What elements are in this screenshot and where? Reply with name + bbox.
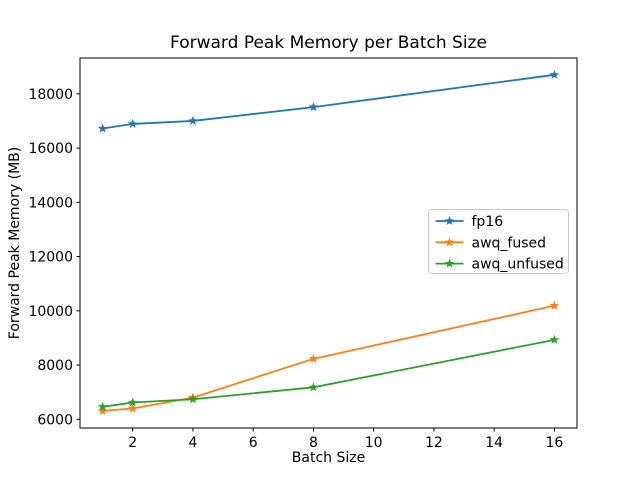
x-axis-label: Batch Size xyxy=(291,450,366,466)
data-point-marker-awq_fused xyxy=(308,353,319,363)
y-tick-label: 14000 xyxy=(28,195,73,211)
y-tick-label: 6000 xyxy=(37,412,73,428)
x-tick-label: 6 xyxy=(249,435,258,451)
y-tick-label: 10000 xyxy=(28,304,73,320)
legend-box xyxy=(428,209,569,274)
y-tick-label: 8000 xyxy=(37,358,73,374)
data-point-marker-fp16 xyxy=(308,102,319,112)
y-axis-label: Forward Peak Memory (MB) xyxy=(7,146,23,340)
series-line-awq_unfused xyxy=(101,338,556,408)
y-tick-label: 12000 xyxy=(28,250,73,266)
series-line-fp16 xyxy=(101,73,556,130)
y-tick-label: 18000 xyxy=(28,87,73,103)
data-point-marker-awq_unfused xyxy=(549,334,560,344)
x-tick-label: 2 xyxy=(128,435,137,451)
data-point-marker-awq_unfused xyxy=(188,394,198,404)
series-line-awq_fused xyxy=(101,304,556,412)
data-point-marker-awq_fused xyxy=(127,403,138,413)
x-tick-label: 8 xyxy=(309,435,318,451)
data-point-marker-awq_unfused xyxy=(127,397,138,407)
x-tick-label: 12 xyxy=(425,435,443,451)
x-tick-label: 4 xyxy=(188,435,197,451)
legend-marker-awq_unfused xyxy=(444,258,455,268)
data-point-marker-fp16 xyxy=(549,69,560,79)
data-point-marker-awq_fused xyxy=(549,300,560,310)
chart-title: Forward Peak Memory per Batch Size xyxy=(170,33,487,53)
data-point-marker-awq_unfused xyxy=(308,382,319,392)
data-point-marker-awq_unfused xyxy=(97,401,108,411)
legend-label-fp16: fp16 xyxy=(472,214,504,230)
legend-label-awq_fused: awq_fused xyxy=(472,235,547,251)
legend-label-awq_unfused: awq_unfused xyxy=(472,257,564,273)
legend-marker-awq_fused xyxy=(444,237,455,247)
x-tick-label: 10 xyxy=(365,435,383,451)
plot-border xyxy=(79,57,578,429)
x-tick-label: 14 xyxy=(485,435,503,451)
data-point-marker-fp16 xyxy=(127,118,138,128)
y-tick-label: 16000 xyxy=(28,141,73,157)
legend-marker-fp16 xyxy=(444,216,455,226)
data-point-marker-fp16 xyxy=(188,115,198,125)
data-point-marker-awq_fused xyxy=(97,405,108,415)
data-point-marker-fp16 xyxy=(97,123,108,133)
x-tick-label: 16 xyxy=(545,435,563,451)
